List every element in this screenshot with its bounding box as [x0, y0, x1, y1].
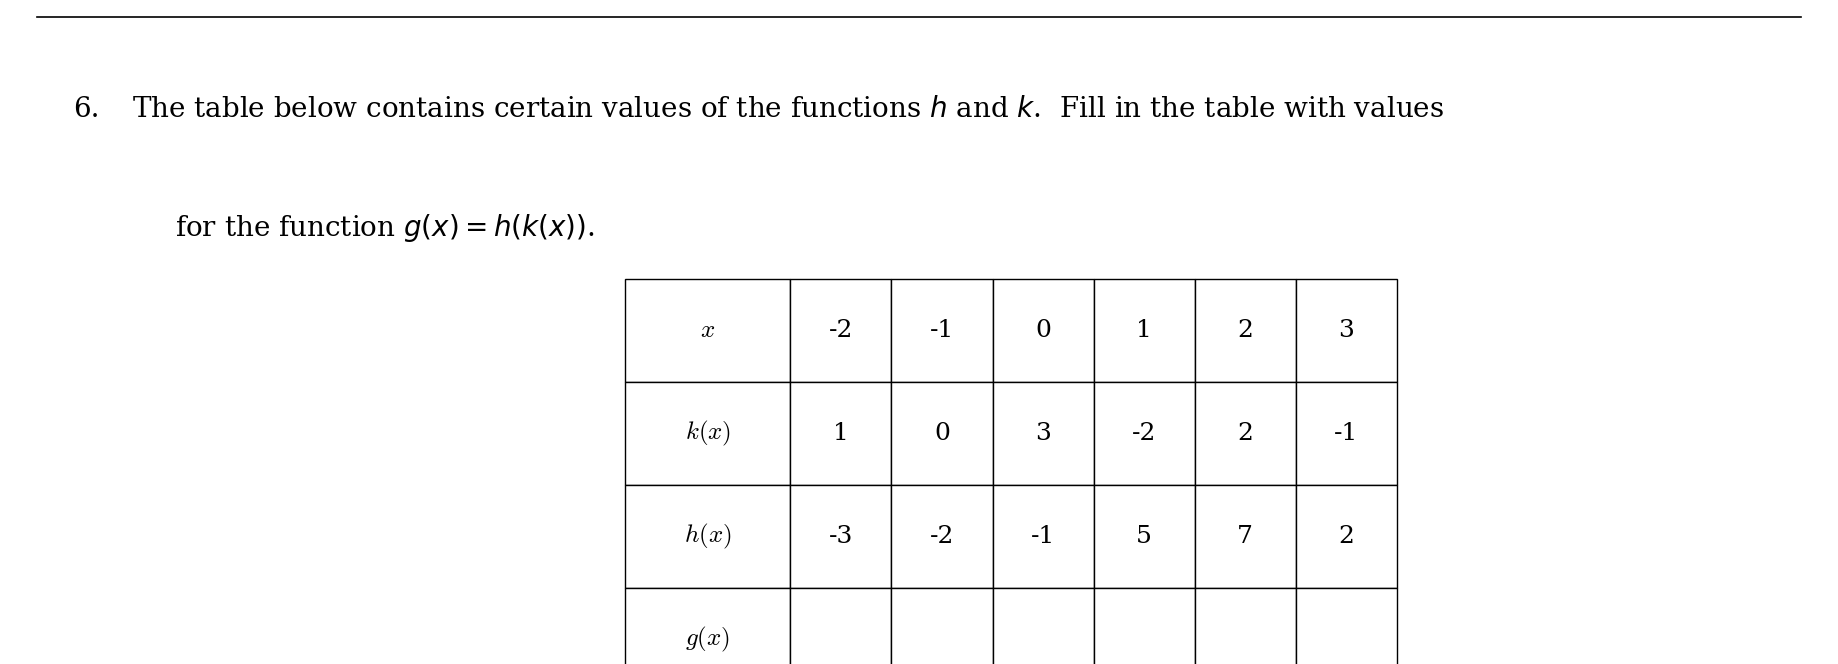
- Text: 1: 1: [833, 422, 849, 445]
- Text: $x$: $x$: [700, 319, 715, 342]
- Text: for the function $g(x) = h(k(x))$.: for the function $g(x) = h(k(x))$.: [175, 212, 594, 244]
- Text: 2: 2: [1338, 525, 1355, 548]
- Text: The table below contains certain values of the functions $h$ and $k$.  Fill in t: The table below contains certain values …: [132, 96, 1445, 124]
- Text: -2: -2: [829, 319, 853, 342]
- Text: 1: 1: [1136, 319, 1152, 342]
- Bar: [1195, 382, 1296, 485]
- Bar: [790, 279, 891, 382]
- Text: 2: 2: [1237, 319, 1254, 342]
- Bar: [1296, 485, 1397, 588]
- Text: $g(x)$: $g(x)$: [686, 625, 730, 653]
- Bar: [1094, 588, 1195, 664]
- Text: 2: 2: [1237, 422, 1254, 445]
- Bar: [1296, 382, 1397, 485]
- Bar: [891, 588, 993, 664]
- Text: 6.: 6.: [74, 96, 99, 124]
- Text: -3: -3: [829, 525, 853, 548]
- Bar: [891, 279, 993, 382]
- Text: $h(x)$: $h(x)$: [684, 522, 732, 550]
- Text: -2: -2: [1132, 422, 1156, 445]
- Bar: [1195, 485, 1296, 588]
- Bar: [625, 588, 790, 664]
- Bar: [625, 485, 790, 588]
- Bar: [1195, 588, 1296, 664]
- Bar: [790, 588, 891, 664]
- Text: 5: 5: [1136, 525, 1152, 548]
- Text: 0: 0: [934, 422, 950, 445]
- Bar: [993, 485, 1094, 588]
- Bar: [625, 279, 790, 382]
- Bar: [1094, 485, 1195, 588]
- Bar: [625, 382, 790, 485]
- Bar: [891, 485, 993, 588]
- Bar: [891, 382, 993, 485]
- Bar: [993, 588, 1094, 664]
- Text: 0: 0: [1035, 319, 1051, 342]
- Text: 3: 3: [1338, 319, 1355, 342]
- Bar: [1195, 279, 1296, 382]
- Bar: [993, 382, 1094, 485]
- Text: $k(x)$: $k(x)$: [684, 419, 732, 448]
- Bar: [1094, 279, 1195, 382]
- Bar: [1094, 382, 1195, 485]
- Text: -1: -1: [1031, 525, 1055, 548]
- Text: -1: -1: [1334, 422, 1358, 445]
- Bar: [1296, 279, 1397, 382]
- Text: 7: 7: [1237, 525, 1254, 548]
- Bar: [1296, 588, 1397, 664]
- Bar: [993, 279, 1094, 382]
- Text: -2: -2: [930, 525, 954, 548]
- Text: 3: 3: [1035, 422, 1051, 445]
- Bar: [790, 382, 891, 485]
- Text: -1: -1: [930, 319, 954, 342]
- Bar: [790, 485, 891, 588]
